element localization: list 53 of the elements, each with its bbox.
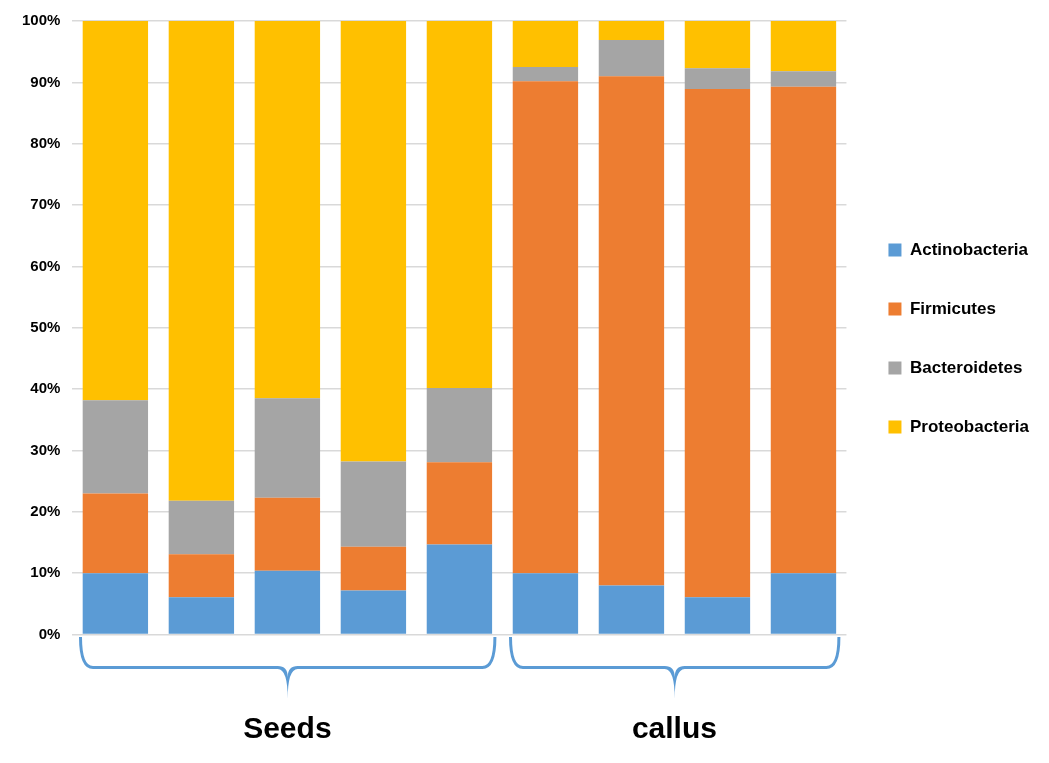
bar [340,21,407,462]
bar [254,21,321,399]
y-tick-label: 10% [30,563,61,581]
bar [254,497,321,571]
bar [512,573,579,634]
y-tick-label: 60% [30,256,61,274]
y-tick-label: 40% [30,379,61,397]
text: callus [631,710,717,745]
bar [684,68,751,90]
bar [770,573,837,634]
bar [426,21,493,388]
y-tick-label: 100% [21,11,61,29]
bar [770,71,837,87]
y-tick-label: 30% [30,440,61,458]
bar [684,89,751,598]
y-tick-label: 70% [30,195,61,213]
bar [598,76,665,586]
bar [82,21,149,401]
y-tick-label: 90% [30,72,61,90]
bar [168,500,235,555]
bar [426,462,493,545]
text: Seeds [243,710,332,745]
bar [426,544,493,634]
bar [340,590,407,634]
bar [512,21,579,68]
bar [770,21,837,72]
bar [254,398,321,498]
bar [770,86,837,574]
legend-label: Firmicutes [909,298,996,318]
bar [168,597,235,634]
legend-label: Bacteroidetes [909,357,1023,377]
bar [168,21,235,501]
legend-label: Actinobacteria [909,239,1029,259]
bar [254,570,321,634]
bar [684,597,751,634]
bar [598,21,665,41]
bar [426,387,493,463]
bar [168,554,235,598]
bar [82,400,149,494]
bar [512,81,579,574]
bar [82,493,149,574]
bar [82,573,149,634]
legend-label: Proteobacteria [909,416,1030,436]
bar [598,40,665,77]
bar [340,546,407,591]
y-tick-label: 0% [38,624,61,642]
y-tick-label: 50% [30,317,61,335]
y-tick-label: 80% [30,133,61,151]
bar [684,21,751,69]
bar [340,461,407,547]
bar [598,585,665,634]
y-tick-label: 20% [30,502,61,520]
bar [512,67,579,82]
